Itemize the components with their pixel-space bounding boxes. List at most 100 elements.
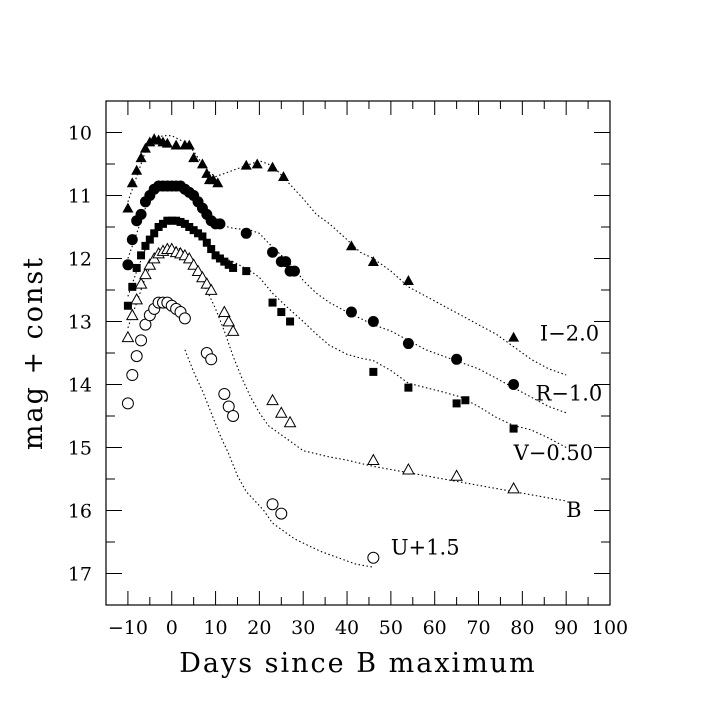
marker-filled-square	[185, 223, 194, 231]
marker-filled-square	[229, 263, 238, 272]
y-tick-label: 17	[68, 564, 92, 586]
marker-open-triangle	[139, 267, 152, 280]
marker-filled-square	[163, 216, 172, 225]
marker-open-triangle	[191, 264, 205, 276]
plot-axes: −10 0 10 20 30 40 50 60 70 80 90 100 10 11 12 13 14 15 16 1…	[68, 100, 628, 639]
marker-open-triangle	[182, 251, 196, 264]
marker-filled-square	[242, 267, 251, 276]
marker-filled-triangle	[135, 152, 147, 163]
data-markers	[121, 133, 520, 564]
marker-open-triangle	[402, 463, 415, 475]
marker-filled-triangle	[126, 177, 138, 188]
marker-filled-square	[268, 298, 277, 307]
marker-filled-square	[224, 260, 233, 269]
marker-filled-square	[215, 254, 224, 263]
x-tick-label: −10	[108, 617, 148, 639]
marker-filled-triangle	[277, 171, 289, 181]
marker-open-triangle	[507, 481, 520, 494]
marker-filled-circle	[508, 379, 520, 390]
marker-filled-triangle	[251, 158, 263, 169]
marker-open-triangle	[266, 393, 279, 406]
marker-filled-triangle	[122, 202, 134, 213]
marker-filled-circle	[122, 259, 134, 271]
template-curve	[127, 245, 567, 502]
marker-open-triangle	[222, 314, 236, 327]
marker-open-triangle	[226, 324, 240, 336]
marker-filled-circle	[267, 246, 279, 258]
marker-filled-triangle	[161, 137, 173, 148]
marker-filled-triangle	[367, 256, 379, 267]
marker-open-triangle	[217, 305, 231, 317]
marker-open-triangle	[125, 308, 139, 321]
marker-filled-square	[207, 245, 216, 254]
marker-filled-square	[220, 257, 229, 266]
marker-open-triangle	[134, 277, 148, 289]
marker-filled-square	[194, 229, 203, 238]
template-curve	[127, 183, 567, 414]
y-tick-label: 16	[68, 501, 92, 523]
marker-filled-circle	[367, 316, 379, 327]
x-tick-label: 30	[291, 617, 315, 639]
marker-filled-circle	[135, 208, 147, 220]
x-tick-label: 50	[379, 617, 403, 639]
y-tick-label: 14	[68, 375, 92, 397]
marker-filled-circle	[126, 234, 138, 246]
marker-filled-square	[211, 251, 220, 260]
marker-filled-square	[150, 229, 159, 238]
marker-filled-square	[509, 424, 518, 433]
marker-filled-square	[123, 301, 132, 310]
marker-open-circle	[205, 353, 218, 366]
marker-filled-square	[404, 383, 413, 392]
marker-open-circle	[135, 334, 148, 347]
marker-filled-circle	[451, 353, 463, 365]
marker-open-triangle	[121, 330, 135, 343]
marker-filled-square	[176, 217, 185, 226]
marker-open-triangle	[283, 415, 297, 428]
marker-open-triangle	[130, 292, 144, 305]
y-tick-label: 12	[68, 249, 92, 271]
marker-filled-triangle	[508, 331, 520, 342]
template-curve	[127, 135, 567, 376]
x-tick-label: 40	[335, 617, 359, 639]
marker-filled-square	[141, 241, 150, 250]
marker-filled-circle	[280, 256, 292, 268]
marker-open-triangle	[274, 406, 288, 418]
marker-filled-triangle	[212, 177, 224, 188]
x-tick-label: 60	[423, 617, 447, 639]
marker-filled-square	[167, 216, 176, 225]
template-curve	[184, 349, 374, 568]
template-curves	[127, 135, 567, 568]
marker-filled-square	[180, 219, 189, 228]
x-tick-label: 20	[247, 617, 271, 639]
marker-filled-square	[452, 399, 461, 408]
marker-filled-triangle	[267, 161, 279, 172]
marker-open-triangle	[143, 258, 157, 270]
series-label: I−2.0	[540, 321, 599, 345]
marker-open-circle	[218, 387, 231, 400]
marker-filled-square	[154, 223, 163, 231]
marker-filled-triangle	[170, 139, 182, 150]
marker-filled-square	[189, 226, 198, 235]
marker-filled-triangle	[139, 142, 151, 153]
y-tick-label: 13	[68, 312, 92, 334]
marker-open-triangle	[187, 258, 201, 270]
marker-filled-triangle	[188, 152, 200, 163]
series-label: B	[566, 498, 581, 522]
marker-filled-circle	[240, 227, 252, 239]
x-tick-label: 10	[203, 617, 227, 639]
y-tick-label: 15	[68, 438, 92, 460]
marker-open-triangle	[450, 469, 463, 481]
marker-filled-square	[137, 251, 146, 260]
marker-filled-triangle	[345, 240, 357, 251]
template-curve	[127, 218, 567, 448]
marker-filled-triangle	[402, 275, 414, 285]
marker-filled-triangle	[201, 167, 213, 178]
y-tick-label: 11	[68, 186, 92, 208]
marker-filled-square	[158, 219, 167, 228]
marker-filled-square	[132, 263, 141, 272]
marker-open-circle	[121, 397, 134, 410]
marker-open-circle	[227, 410, 240, 422]
series-label: R−1.0	[535, 381, 602, 405]
marker-open-circle	[367, 551, 380, 564]
marker-filled-triangle	[131, 164, 143, 175]
